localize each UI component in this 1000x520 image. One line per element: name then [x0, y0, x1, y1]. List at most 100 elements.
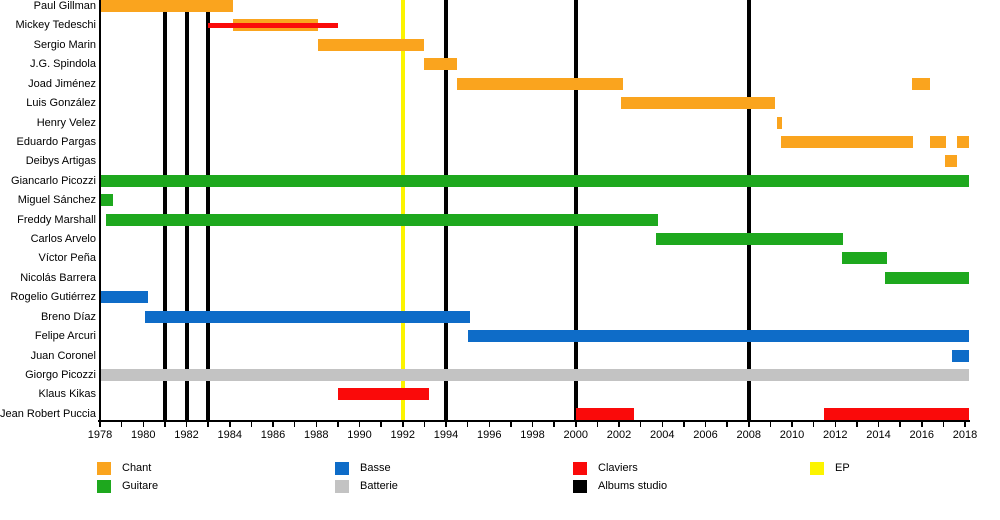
axis-tick — [834, 422, 836, 427]
axis-tick-label: 2012 — [823, 429, 848, 441]
legend-swatch-basse — [335, 462, 349, 475]
axis-tick-label: 1998 — [520, 429, 545, 441]
axis-tick-label: 2006 — [693, 429, 718, 441]
axis-tick — [142, 422, 144, 427]
legend-label: Batterie — [360, 480, 398, 492]
member-label: Breno Díaz — [40, 310, 96, 323]
legend-swatch-batterie — [335, 480, 349, 493]
axis-tick-label: 1978 — [87, 429, 113, 441]
timeline-bar-guitare — [884, 271, 970, 284]
axis-tick — [185, 422, 188, 427]
axis-tick-label: 2010 — [779, 429, 805, 441]
timeline-bar-claviers — [575, 407, 635, 420]
axis-tick — [466, 422, 469, 427]
axis-tick — [661, 422, 663, 427]
timeline-bar-guitare — [100, 174, 970, 187]
album-studio-line — [746, 0, 751, 420]
timeline-bar-claviers — [208, 22, 338, 28]
member-label: Klaus Kikas — [38, 388, 96, 401]
member-label: Henry Velez — [36, 116, 96, 129]
legend-label: Guitare — [122, 480, 159, 492]
axis-tick — [99, 422, 101, 427]
axis-tick — [877, 422, 880, 427]
member-label: Luis González — [26, 97, 96, 110]
timeline-bar-claviers — [337, 388, 429, 401]
member-label: Nicolás Barrera — [20, 271, 96, 284]
timeline-bar-chant — [100, 0, 233, 12]
timeline-bar-guitare — [655, 233, 843, 246]
timeline-bar-chant — [621, 97, 775, 110]
axis-tick — [272, 422, 274, 427]
plot-left-border — [99, 0, 101, 420]
axis-tick — [250, 422, 253, 427]
timeline-bar-chant — [957, 135, 970, 148]
member-label: Freddy Marshall — [17, 213, 96, 226]
axis-tick — [445, 422, 447, 427]
member-label: Mickey Tedeschi — [15, 19, 97, 32]
member-label: Rogelio Gutiérrez — [10, 291, 96, 304]
axis-tick — [553, 422, 555, 427]
member-label: Jean Robert Puccia — [0, 407, 96, 420]
timeline-bar-guitare — [100, 194, 113, 207]
axis-tick-label: 2002 — [606, 429, 632, 441]
timeline-bar-chant — [945, 155, 958, 168]
axis-tick — [618, 422, 620, 427]
axis-tick-label: 1980 — [131, 429, 156, 441]
member-label: Carlos Arvelo — [30, 233, 96, 246]
axis-tick — [293, 422, 296, 427]
axis-tick-label: 2014 — [866, 429, 891, 441]
axis-tick — [726, 422, 728, 427]
axis-tick — [639, 422, 642, 427]
member-label: Víctor Peña — [38, 252, 96, 265]
axis-tick-label: 1990 — [347, 429, 372, 441]
axis-tick — [164, 422, 166, 427]
axis-tick — [704, 422, 707, 427]
axis-tick — [921, 422, 923, 427]
timeline-bar-basse — [952, 349, 970, 362]
axis-tick-label: 2000 — [563, 429, 588, 441]
timeline-bar-basse — [145, 310, 470, 323]
ep-line — [400, 0, 405, 420]
axis-tick-label: 1996 — [477, 429, 502, 441]
axis-tick-label: 1984 — [217, 429, 242, 441]
axis-tick — [531, 422, 534, 427]
axis-tick — [207, 422, 209, 427]
axis-tick — [769, 422, 772, 427]
album-studio-line — [444, 0, 448, 420]
member-label: Giorgo Picozzi — [25, 368, 96, 381]
axis-tick — [748, 422, 750, 427]
member-label: Giancarlo Picozzi — [11, 174, 96, 187]
axis-tick — [683, 422, 685, 427]
timeline-bar-chant — [930, 135, 946, 148]
axis-tick-label: 1988 — [304, 429, 329, 441]
timeline-bar-basse — [100, 291, 148, 304]
member-label: Juan Coronel — [30, 349, 96, 362]
axis-tick-label: 1992 — [390, 429, 415, 441]
timeline-bar-chant — [424, 58, 457, 71]
member-label: Joad Jiménez — [28, 77, 96, 90]
axis-tick — [380, 422, 382, 427]
legend-swatch-ep — [810, 462, 824, 475]
axis-tick — [229, 422, 231, 427]
axis-tick — [315, 422, 317, 427]
member-label: J.G. Spindola — [29, 58, 96, 71]
member-label: Paul Gillman — [33, 0, 96, 12]
timeline-bar-chant — [776, 116, 783, 129]
timeline-bar-batterie — [100, 368, 970, 381]
axis-tick — [575, 422, 577, 427]
legend-label: EP — [835, 462, 850, 474]
album-studio-line — [162, 0, 167, 420]
member-label: Sergio Marin — [33, 38, 96, 51]
axis-tick-label: 2004 — [650, 429, 675, 441]
legend-label: Chant — [122, 462, 152, 474]
axis-tick — [120, 422, 123, 427]
album-studio-line — [184, 0, 189, 420]
axis-tick — [358, 422, 361, 427]
axis-tick — [402, 422, 404, 427]
axis-tick — [423, 422, 426, 427]
